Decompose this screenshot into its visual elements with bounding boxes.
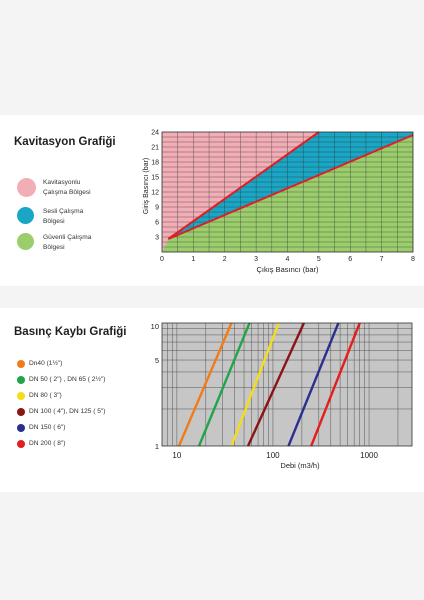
y-axis-label: Giriş Basıncı (bar) [143,158,150,214]
x-tick-label: 6 [348,256,352,263]
series-line-2 [197,322,251,447]
legend-label: Güvenli Çalışma Bölgesi [43,234,92,251]
x-tick-label: 7 [380,256,384,263]
y-tick-label: 6 [155,220,159,227]
legend-swatch [17,392,25,400]
y-tick-label: 9 [155,205,159,212]
y-tick-label: 18 [151,160,159,167]
x-tick-label: 5 [317,256,321,263]
x-tick-label: 3 [254,256,258,263]
legend-item: Güvenli Çalışma Bölgesi [17,233,105,253]
legend-label: Kavitasyonlu Çalışma Bölgesi [43,179,91,196]
pressure-loss-chart-title: Basınç Kaybı Grafiği [14,326,127,338]
x-tick-label: 1000 [360,451,378,460]
legend-label: Sesli Çalışma Bölgesi [43,208,84,225]
y-tick-label: 10 [151,322,159,331]
y-tick-label: 1 [155,442,159,451]
legend-swatch [17,233,34,250]
legend-label: Dn40 (1½") [29,360,63,367]
legend-item: Sesli Çalışma Bölgesi [17,207,105,227]
legend-swatch [17,360,25,368]
legend-swatch [17,207,34,224]
boundary-line-2 [167,134,414,240]
legend-item: DN 150 ( 6") [17,423,65,433]
legend-label: DN 50 ( 2") , DN 65 ( 2½") [29,376,106,383]
legend-item: DN 200 ( 8") [17,439,65,449]
y-tick-label: 5 [155,356,159,365]
cavitation-plot-frame [161,131,414,253]
x-tick-label: 2 [223,256,227,263]
legend-label: DN 200 ( 8") [29,440,66,447]
series-line-6 [310,322,361,447]
bottom-margin [0,492,424,600]
legend-item: DN 100 ( 4"), DN 125 ( 5") [17,407,106,417]
y-tick-label: 21 [151,145,159,152]
x-tick-label: 0 [160,256,164,263]
y-tick-label: 15 [151,175,159,182]
section-divider [0,286,424,308]
x-tick-label: 100 [266,451,280,460]
legend-item: DN 80 ( 3") [17,391,62,401]
x-tick-label: 10 [172,451,181,460]
series-line-1 [177,322,233,447]
cavitation-chart-title: Kavitasyon Grafiği [14,136,116,148]
pressure-loss-plot-frame [161,322,413,447]
series-line-3 [230,322,280,447]
legend-label: DN 100 ( 4"), DN 125 ( 5") [29,408,106,415]
legend-item: Kavitasyonlu Çalışma Bölgesi [17,178,105,198]
pressure-loss-chart: 10 100 1000 1 5 10 Debi (m3/h) [151,322,413,470]
legend-swatch [17,440,25,448]
legend-swatch [17,376,25,384]
legend-label: DN 80 ( 3") [29,392,62,399]
legend-item: DN 50 ( 2") , DN 65 ( 2½") [17,375,106,385]
cavitation-grid [162,132,413,252]
legend-swatch [17,424,25,432]
x-axis-label: Debi (m3/h) [280,461,320,470]
top-margin [0,0,424,115]
x-tick-label: 4 [286,256,290,263]
y-tick-label: 12 [151,190,159,197]
x-axis-label: Çıkış Basıncı (bar) [256,265,319,274]
legend-swatch [17,408,25,416]
legend-swatch [17,178,36,197]
x-tick-label: 1 [191,256,195,263]
y-tick-label: 24 [151,130,159,137]
x-tick-label: 8 [411,256,415,263]
y-tick-label: 3 [155,235,159,242]
boundary-line-1 [167,131,320,240]
pressure-loss-plot-area [162,323,412,446]
legend-item: Dn40 (1½") [17,359,63,369]
series-line-5 [287,322,340,447]
series-line-4 [246,322,306,447]
legend-label: DN 150 ( 6") [29,424,66,431]
